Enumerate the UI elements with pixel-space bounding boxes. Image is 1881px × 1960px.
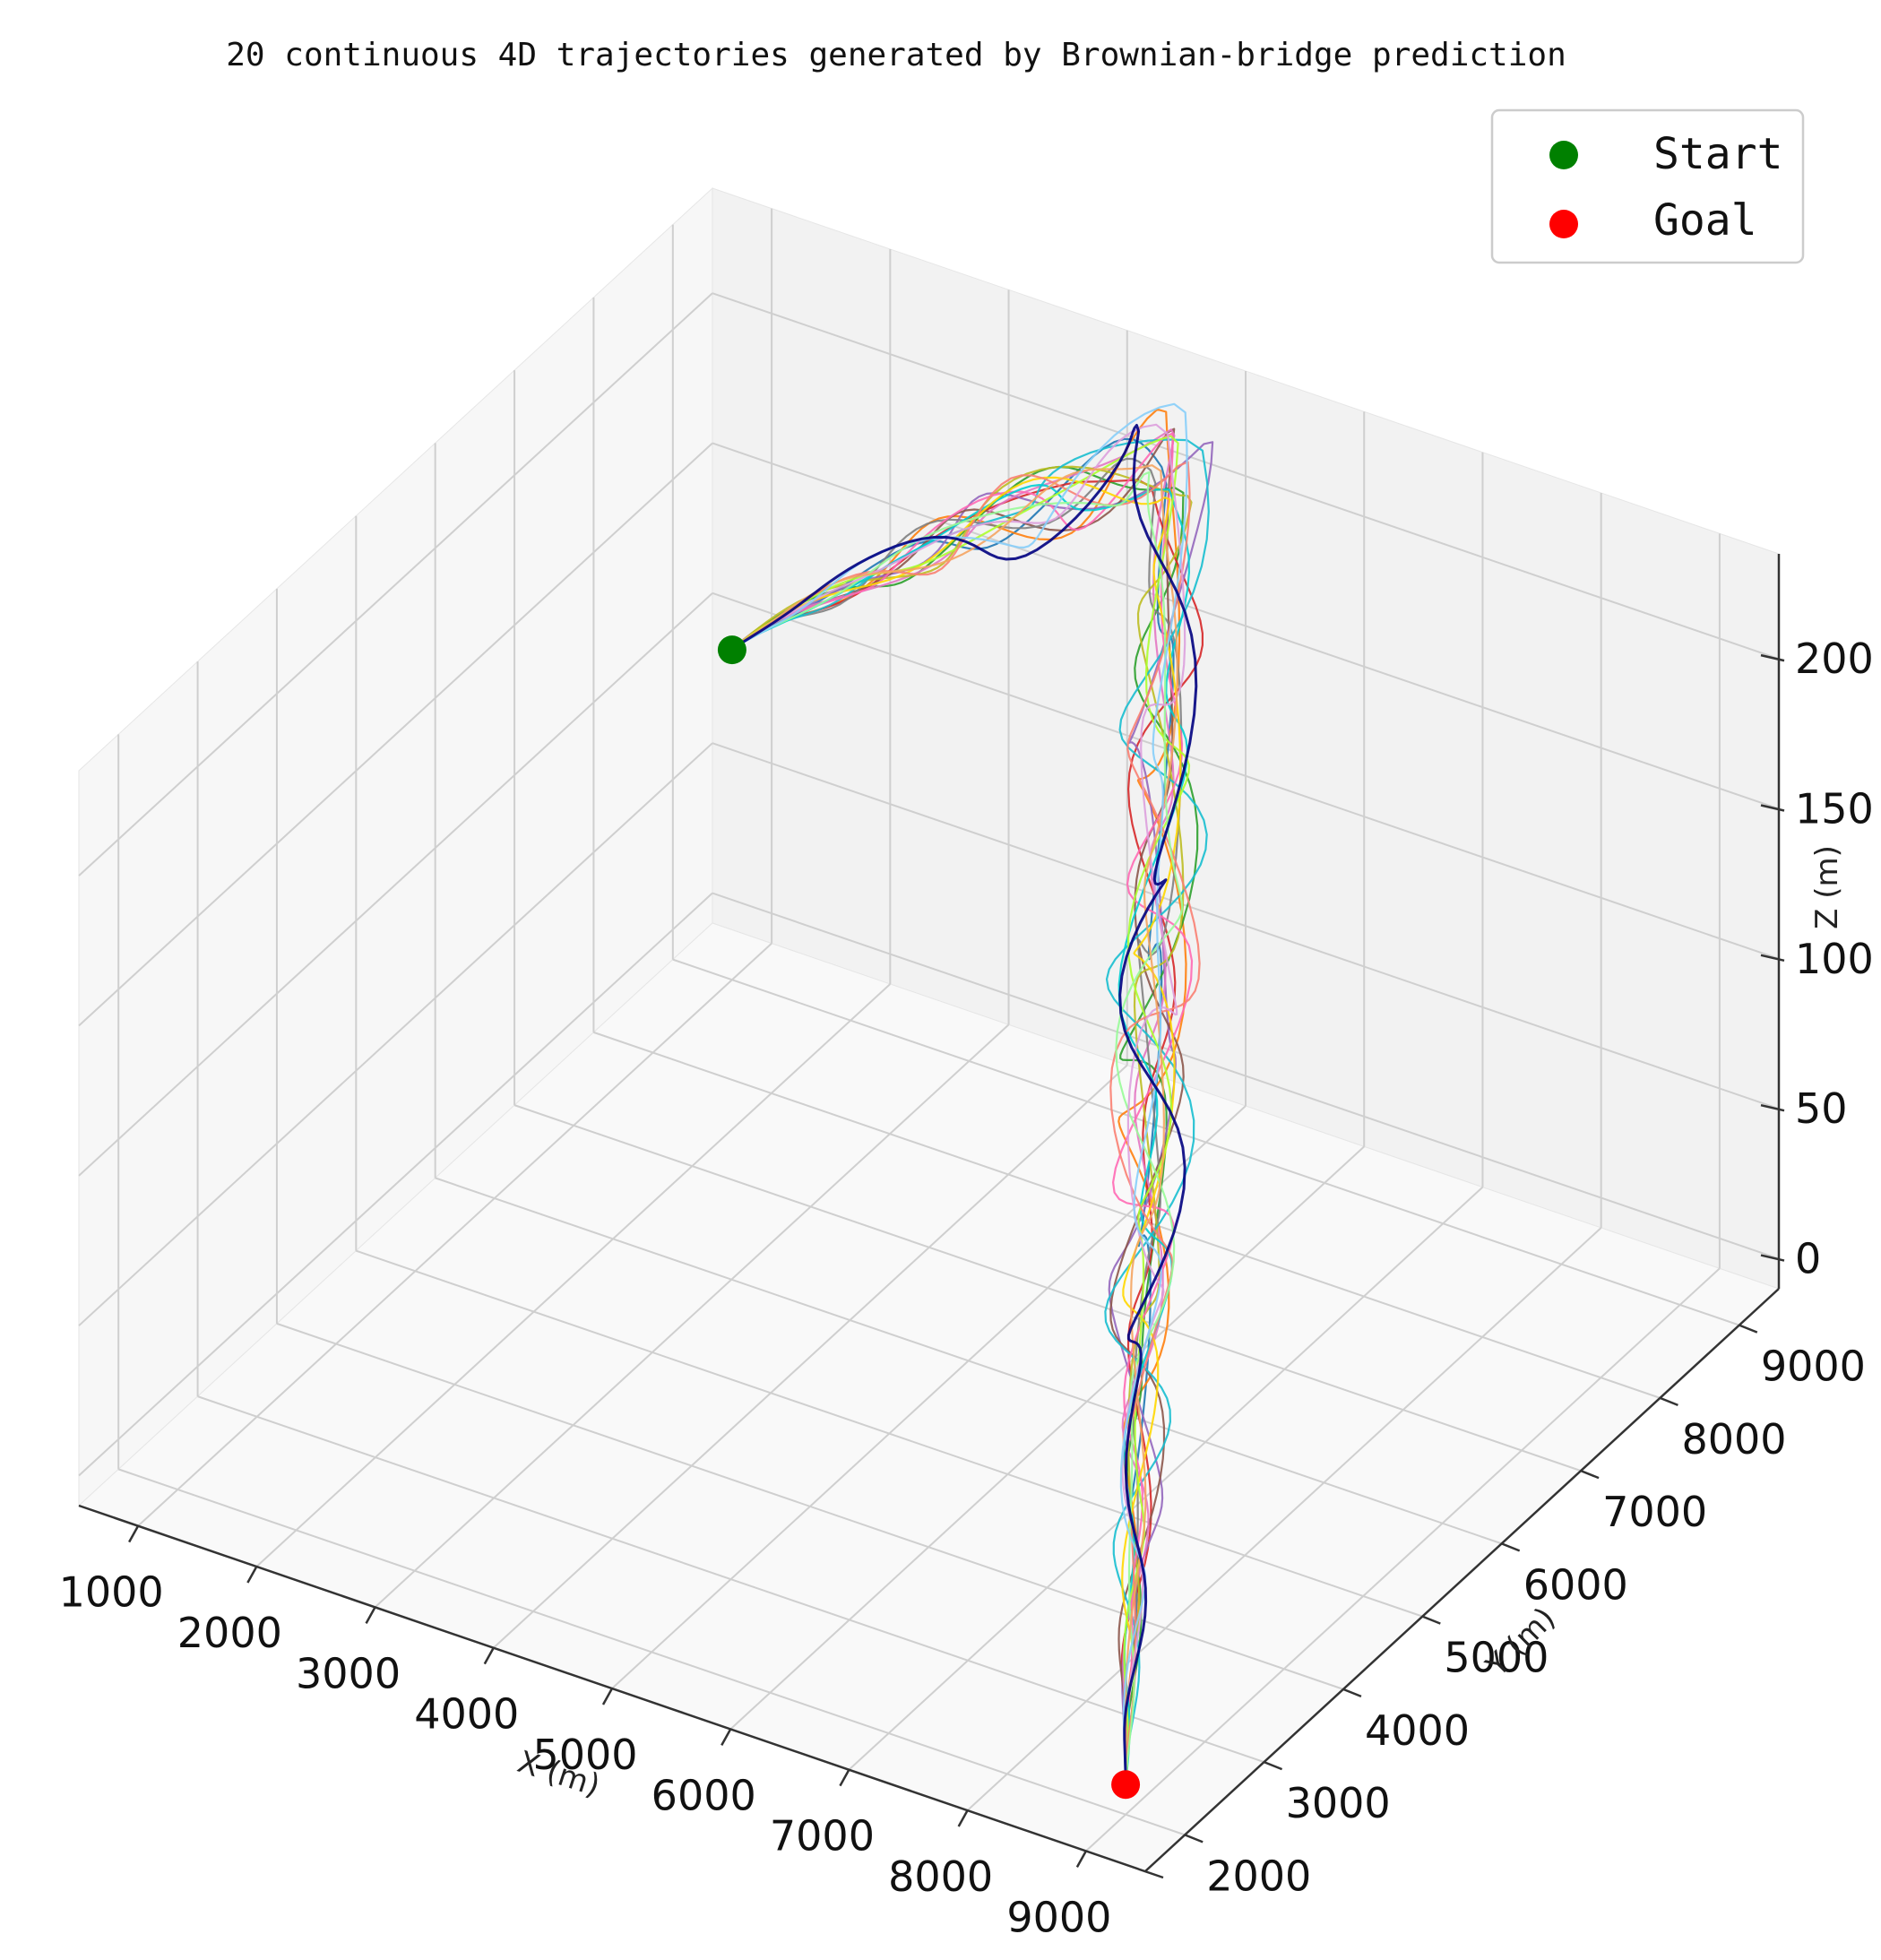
z-tick-label: 200 xyxy=(1795,635,1874,683)
y-tick-mark-6000 xyxy=(1501,1542,1521,1552)
z-tick-label: 150 xyxy=(1795,784,1874,833)
x-tick-mark-4000 xyxy=(483,1647,495,1665)
x-axis-line xyxy=(78,1504,1164,1879)
x-tick-label: 8000 xyxy=(888,1852,993,1901)
y-tick-mark-3000 xyxy=(1264,1760,1283,1771)
trajectory-17 xyxy=(731,423,1186,1785)
grid-floor-y-8000 xyxy=(593,1031,1661,1399)
y-tick-label: 5000 xyxy=(1444,1634,1549,1682)
chart-title: 20 continuous 4D trajectories generated … xyxy=(226,37,1566,73)
legend-start-marker xyxy=(1549,141,1578,169)
x-tick-label: 4000 xyxy=(414,1690,519,1739)
y-axis-line xyxy=(1144,1288,1780,1872)
z-tick-mark-100 xyxy=(1760,954,1785,963)
y-tick-mark-8000 xyxy=(1659,1396,1678,1407)
x-tick-mark-5000 xyxy=(601,1688,614,1705)
y-tick-label: 2000 xyxy=(1206,1852,1311,1900)
grid-floor-y-7000 xyxy=(513,1104,1582,1472)
grid-left-z-0 xyxy=(78,892,713,1477)
trajectory-16 xyxy=(731,471,1184,1785)
grid-floor-y-9000 xyxy=(672,958,1740,1326)
z-axis-label: Z (m) xyxy=(1809,845,1845,929)
grid-floor-y-2000 xyxy=(117,1468,1186,1836)
grid-floor-x-6000 xyxy=(729,1145,1365,1731)
x-tick-mark-6000 xyxy=(720,1728,732,1746)
x-tick-label: 1000 xyxy=(59,1568,164,1617)
trajectory-20 xyxy=(731,424,1198,1785)
grid-left-z-100 xyxy=(78,592,713,1177)
start-marker xyxy=(717,635,746,665)
y-tick-mark-2000 xyxy=(1184,1834,1204,1843)
grid-floor-x-4000 xyxy=(493,1064,1128,1649)
grid-floor-x-2000 xyxy=(255,983,892,1567)
x-tick-label: 6000 xyxy=(651,1771,756,1819)
grid-back-z-0 xyxy=(712,892,1780,1260)
grid-left-z-50 xyxy=(78,742,713,1326)
z-tick-mark-50 xyxy=(1760,1103,1785,1112)
x-tick-mark-9000 xyxy=(1075,1850,1087,1868)
x-tick-mark-7000 xyxy=(839,1769,850,1787)
z-tick-mark-150 xyxy=(1760,804,1785,812)
x-tick-label: 2000 xyxy=(177,1609,282,1657)
grid-floor-x-7000 xyxy=(848,1186,1484,1771)
trajectory-18 xyxy=(731,464,1178,1785)
grid-floor-x-3000 xyxy=(374,1023,1010,1609)
z-tick-mark-0 xyxy=(1760,1254,1785,1262)
grid-back-z-50 xyxy=(712,742,1780,1110)
grid-floor-y-4000 xyxy=(276,1322,1344,1690)
y-tick-label: 4000 xyxy=(1365,1706,1470,1755)
x-tick-label: 9000 xyxy=(1006,1893,1111,1941)
grid-back-z-200 xyxy=(712,292,1780,661)
z-tick-label: 50 xyxy=(1795,1084,1848,1133)
legend-start-label: Start xyxy=(1653,129,1783,179)
grid-floor-x-1000 xyxy=(137,942,772,1527)
x-tick-label: 3000 xyxy=(296,1649,401,1697)
grid-back-z-100 xyxy=(712,591,1780,960)
tick-labels: 1000200030004000500060007000800090002000… xyxy=(59,635,1874,1941)
y-tick-mark-5000 xyxy=(1421,1615,1441,1625)
y-tick-label: 6000 xyxy=(1523,1560,1628,1609)
y-tick-label: 7000 xyxy=(1602,1488,1707,1536)
y-tick-label: 9000 xyxy=(1761,1343,1866,1391)
grid-floor-x-5000 xyxy=(611,1105,1247,1689)
x-tick-label: 7000 xyxy=(770,1812,875,1861)
legend-goal-label: Goal xyxy=(1653,195,1757,246)
trajectory-13 xyxy=(731,476,1182,1785)
grid-floor-y-5000 xyxy=(355,1249,1423,1618)
grid-floor-x-8000 xyxy=(966,1227,1602,1811)
grid-left-z-200 xyxy=(78,292,713,876)
trajectory-series xyxy=(731,402,1214,1785)
legend: Start Goal xyxy=(1490,108,1805,264)
grid-floor-y-6000 xyxy=(435,1177,1503,1545)
x-tick-mark-2000 xyxy=(246,1566,258,1584)
grid-left-z-150 xyxy=(78,442,713,1027)
grid-floor-x-9000 xyxy=(1085,1267,1721,1852)
grid-lines xyxy=(78,208,1780,1852)
axis-lines xyxy=(78,554,1781,1879)
y-tick-mark-4000 xyxy=(1342,1688,1362,1698)
z-tick-label: 0 xyxy=(1795,1235,1821,1283)
x-tick-mark-3000 xyxy=(365,1606,376,1624)
grid-back-z-150 xyxy=(712,442,1780,810)
trajectory-14 xyxy=(731,435,1191,1785)
endpoint-markers xyxy=(717,635,1141,1800)
y-tick-label: 3000 xyxy=(1286,1779,1391,1827)
y-tick-label: 8000 xyxy=(1681,1415,1786,1464)
z-tick-mark-200 xyxy=(1760,653,1785,662)
goal-marker xyxy=(1111,1770,1141,1800)
legend-goal-marker xyxy=(1549,210,1578,238)
grid-floor-y-3000 xyxy=(197,1395,1264,1764)
y-tick-mark-9000 xyxy=(1739,1324,1758,1334)
trajectory-19 xyxy=(731,402,1188,1785)
y-tick-mark-7000 xyxy=(1580,1469,1600,1480)
x-tick-mark-8000 xyxy=(957,1809,969,1827)
trajectory-11 xyxy=(731,432,1194,1785)
x-tick-label: 5000 xyxy=(532,1731,637,1779)
x-tick-mark-1000 xyxy=(128,1525,140,1543)
z-tick-label: 100 xyxy=(1795,935,1874,983)
